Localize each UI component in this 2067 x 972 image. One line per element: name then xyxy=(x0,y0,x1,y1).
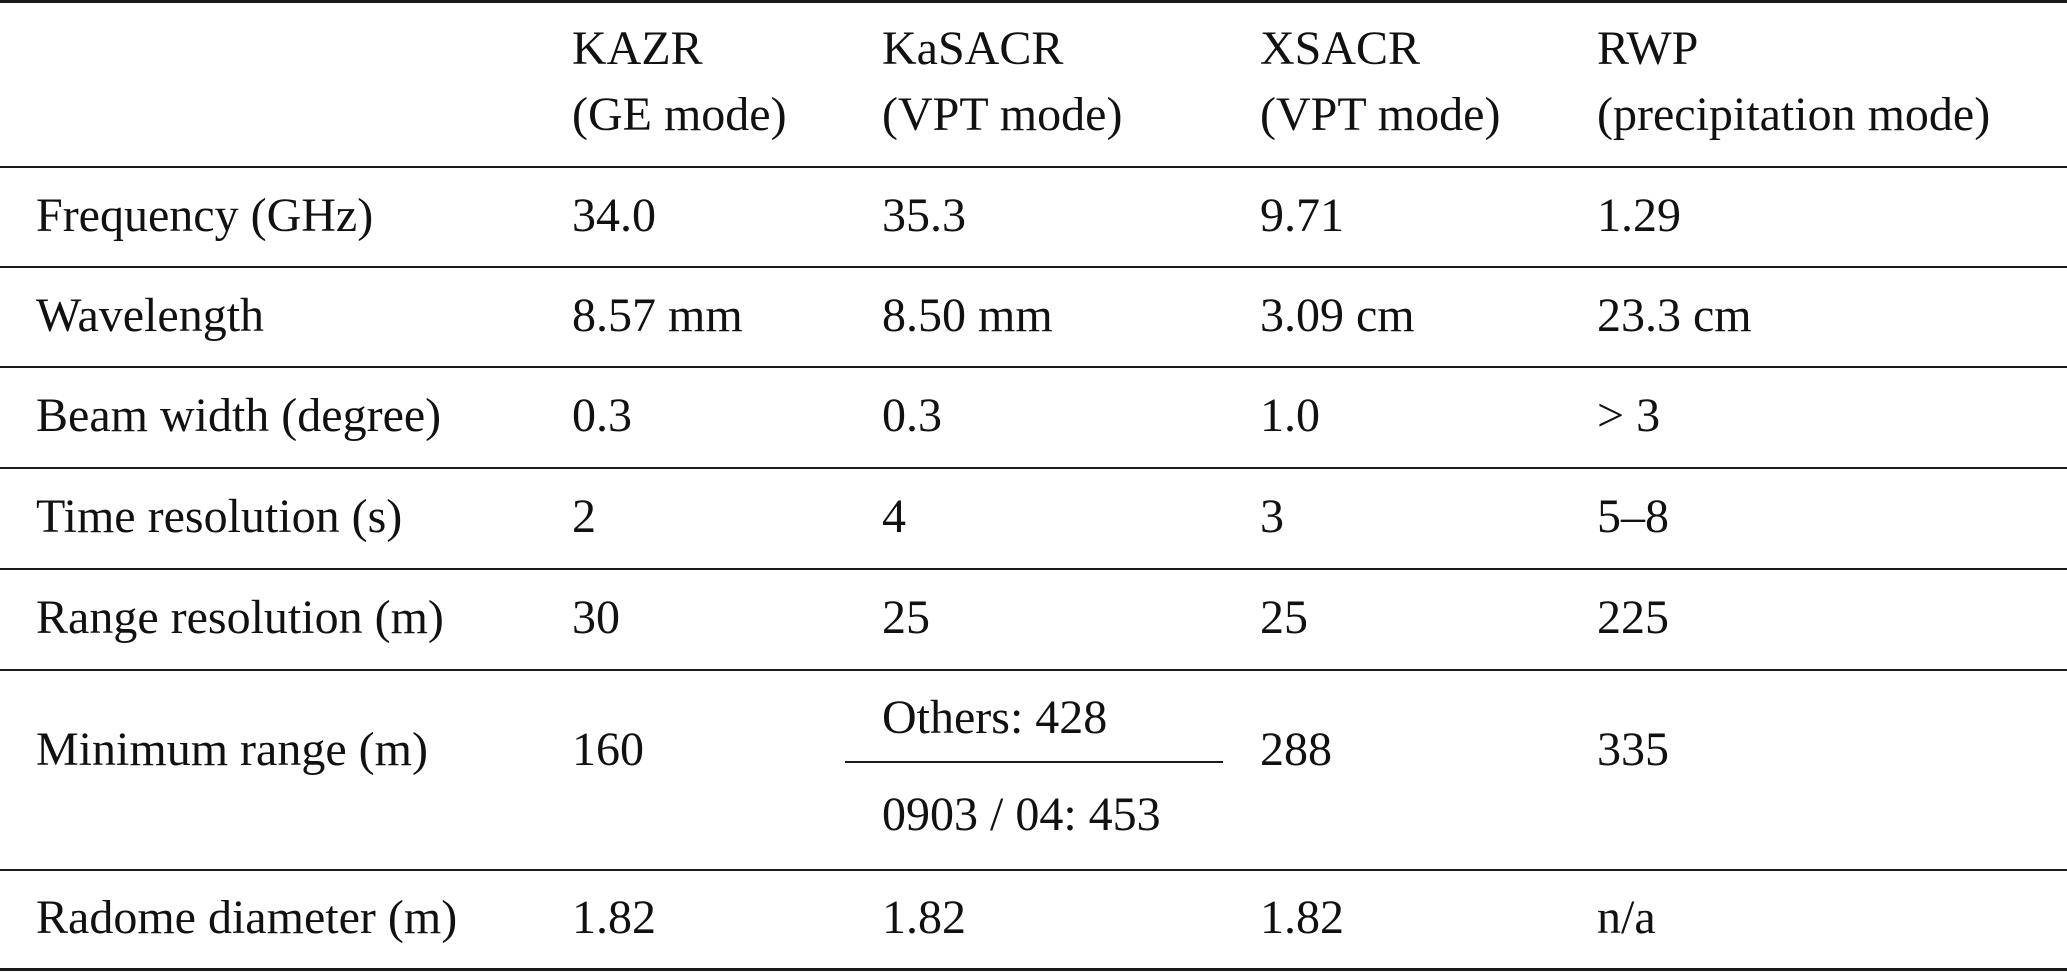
cell-xsacr: 3.09 cm xyxy=(1260,289,1415,342)
table-top-rule xyxy=(0,0,2067,3)
cell-rwp: 335 xyxy=(1597,723,1669,776)
cell-xsacr: 3 xyxy=(1260,490,1284,543)
cell-kasacr-top: Others: 428 xyxy=(882,691,1108,744)
cell-rwp: > 3 xyxy=(1597,389,1661,442)
header-bottom-rule xyxy=(0,166,2067,168)
row-rule xyxy=(0,568,2067,570)
row-label: Time resolution (s) xyxy=(36,490,403,543)
column-header-line2: (VPT mode) xyxy=(1260,88,1501,141)
column-header-line2: (precipitation mode) xyxy=(1597,88,1991,141)
column-header-kasacr: KaSACR (VPT mode) xyxy=(882,16,1122,148)
cell-kazr: 1.82 xyxy=(572,891,656,944)
cell-rwp: n/a xyxy=(1597,891,1656,944)
cell-xsacr: 9.71 xyxy=(1260,189,1344,242)
cell-kazr: 30 xyxy=(572,591,620,644)
row-label: Minimum range (m) xyxy=(36,723,428,776)
cell-kazr: 8.57 mm xyxy=(572,289,743,342)
cell-kasacr: 4 xyxy=(882,490,906,543)
cell-rwp: 225 xyxy=(1597,591,1669,644)
column-header-line2: (GE mode) xyxy=(572,88,787,141)
row-label: Beam width (degree) xyxy=(36,389,442,442)
column-header-line1: KAZR xyxy=(572,22,703,75)
kasacr-split-rule xyxy=(845,761,1223,763)
cell-kasacr: 0.3 xyxy=(882,389,942,442)
cell-xsacr: 25 xyxy=(1260,591,1308,644)
row-rule xyxy=(0,869,2067,871)
row-rule xyxy=(0,467,2067,469)
cell-kazr: 2 xyxy=(572,490,596,543)
cell-xsacr: 1.82 xyxy=(1260,891,1344,944)
column-header-line1: RWP xyxy=(1597,22,1699,75)
row-label: Frequency (GHz) xyxy=(36,189,374,242)
cell-kazr: 0.3 xyxy=(572,389,632,442)
column-header-xsacr: XSACR (VPT mode) xyxy=(1260,16,1500,148)
row-rule xyxy=(0,266,2067,268)
cell-kazr: 160 xyxy=(572,723,644,776)
cell-kasacr: 1.82 xyxy=(882,891,966,944)
row-label: Range resolution (m) xyxy=(36,591,444,644)
column-header-line1: KaSACR xyxy=(882,22,1064,75)
cell-rwp: 23.3 cm xyxy=(1597,289,1752,342)
cell-rwp: 5–8 xyxy=(1597,490,1669,543)
column-header-line2: (VPT mode) xyxy=(882,88,1123,141)
row-label: Radome diameter (m) xyxy=(36,891,458,944)
cell-kasacr-bottom: 0903 / 04: 453 xyxy=(882,788,1161,841)
column-header-line1: XSACR xyxy=(1260,22,1421,75)
column-header-rwp: RWP (precipitation mode) xyxy=(1597,16,1990,148)
cell-xsacr: 1.0 xyxy=(1260,389,1320,442)
cell-kasacr: 8.50 mm xyxy=(882,289,1053,342)
row-rule xyxy=(0,366,2067,368)
column-header-kazr: KAZR (GE mode) xyxy=(572,16,787,148)
cell-rwp: 1.29 xyxy=(1597,189,1681,242)
table-bottom-rule xyxy=(0,968,2067,971)
row-label: Wavelength xyxy=(36,289,265,342)
cell-kazr: 34.0 xyxy=(572,189,656,242)
cell-kasacr: 25 xyxy=(882,591,930,644)
cell-kasacr: 35.3 xyxy=(882,189,966,242)
cell-xsacr: 288 xyxy=(1260,723,1332,776)
row-rule xyxy=(0,669,2067,671)
